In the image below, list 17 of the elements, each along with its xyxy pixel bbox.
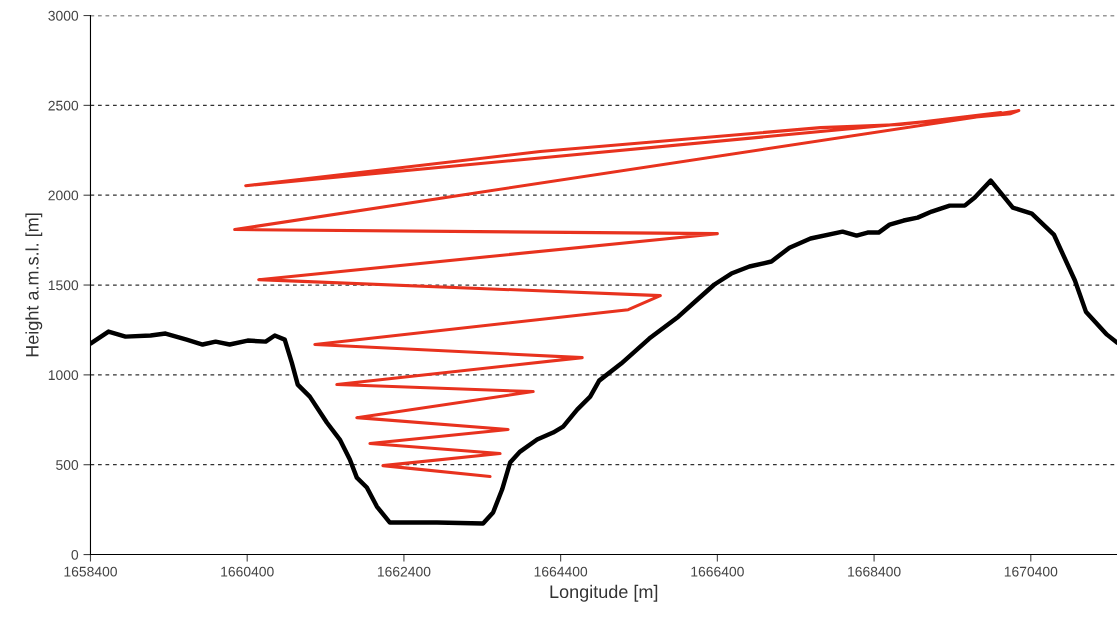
x-tick-label: 1666400 <box>691 566 744 577</box>
y-tick-label: 1500 <box>48 280 79 291</box>
y-tick-label: 3000 <box>48 10 79 21</box>
x-tick-label: 1660400 <box>221 566 274 577</box>
x-tick-label: 1664400 <box>534 566 588 577</box>
line-series <box>233 109 1021 479</box>
y-tick-label: 1000 <box>48 370 79 381</box>
y-tick-label: 2000 <box>48 190 79 201</box>
y-tick-label: 0 <box>71 549 79 560</box>
y-tick-label: 500 <box>56 460 79 470</box>
y-tick-label: 2500 <box>48 100 79 111</box>
x-tick-label: 1662400 <box>377 566 431 577</box>
x-tick-label: 1668400 <box>848 566 901 577</box>
y-axis-title: Height a.m.s.l. [m] <box>25 213 43 357</box>
x-tick-label: 1658400 <box>64 566 117 577</box>
x-axis-title: Longitude [m] <box>550 584 658 602</box>
x-tick-label: 1670400 <box>1004 566 1058 577</box>
